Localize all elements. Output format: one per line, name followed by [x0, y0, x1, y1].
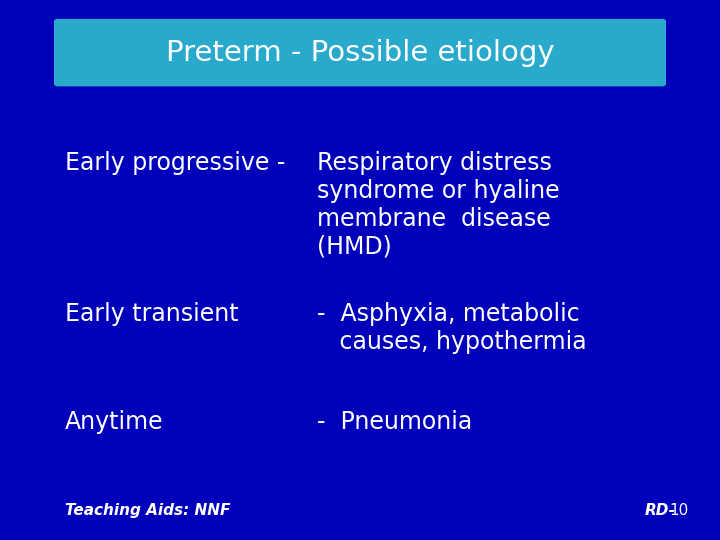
FancyBboxPatch shape: [54, 19, 666, 86]
Text: Respiratory distress
syndrome or hyaline
membrane  disease
(HMD): Respiratory distress syndrome or hyaline…: [317, 151, 559, 259]
Text: Early transient: Early transient: [65, 302, 238, 326]
Text: Teaching Aids: NNF: Teaching Aids: NNF: [65, 503, 230, 518]
Text: 10: 10: [670, 503, 689, 518]
Text: RD-: RD-: [644, 503, 675, 518]
Text: -  Pneumonia: - Pneumonia: [317, 410, 472, 434]
Text: Anytime: Anytime: [65, 410, 163, 434]
Text: Preterm - Possible etiology: Preterm - Possible etiology: [166, 39, 554, 66]
Text: Early progressive -: Early progressive -: [65, 151, 285, 175]
Text: -  Asphyxia, metabolic
   causes, hypothermia: - Asphyxia, metabolic causes, hypothermi…: [317, 302, 586, 354]
